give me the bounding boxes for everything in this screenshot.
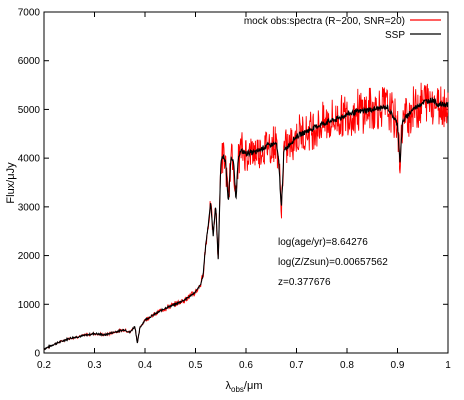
x-tick-label: 1	[445, 360, 451, 371]
y-tick-label: 4000	[18, 154, 41, 165]
y-tick-label: 5000	[18, 105, 41, 116]
x-tick-label: 0.7	[290, 360, 304, 371]
y-tick-label: 7000	[18, 8, 41, 19]
legend-label-ssp: SSP	[385, 30, 405, 41]
annotation-age: log(age/yr)=8.64276	[278, 237, 368, 248]
y-axis-label: Flux/μJy	[5, 162, 17, 204]
legend-label-mock-obs: mock obs:spectra (R~200, SNR=20)	[244, 16, 405, 27]
x-tick-label: 0.2	[37, 360, 51, 371]
series-layer	[43, 82, 449, 351]
y-axis: 0 1000 2000 3000 4000 5000 6000 7000	[18, 8, 448, 360]
x-tick-label: 0.6	[239, 360, 253, 371]
y-tick-label: 3000	[18, 202, 41, 213]
series-line-ssp	[43, 97, 449, 351]
x-axis-label-symbol: λ	[226, 380, 232, 392]
x-axis-label-unit: /μm	[244, 380, 263, 392]
x-tick-label: 0.9	[391, 360, 405, 371]
y-tick-label: 2000	[18, 251, 41, 262]
x-tick-label: 0.4	[138, 360, 152, 371]
y-tick-label: 1000	[18, 300, 41, 311]
x-axis-label: λobs/μm	[226, 380, 263, 394]
annotation-redshift: z=0.377676	[278, 277, 331, 288]
x-axis: 0.2 0.3 0.4 0.5 0.6 0.7 0.8 0.9 1	[37, 12, 451, 371]
y-tick-label: 6000	[18, 56, 41, 67]
series-line-mock-obs	[43, 82, 449, 351]
annotation-metallicity: log(Z/Zsun)=0.00657562	[278, 257, 388, 268]
x-axis-label-subscript: obs	[231, 385, 244, 394]
x-tick-label: 0.8	[340, 360, 354, 371]
x-tick-label: 0.3	[88, 360, 102, 371]
y-tick-label: 0	[34, 349, 40, 360]
legend: mock obs:spectra (R~200, SNR=20) SSP	[244, 16, 441, 41]
fit-annotations: log(age/yr)=8.64276 log(Z/Zsun)=0.006575…	[278, 237, 388, 288]
plot-frame	[43, 11, 449, 354]
x-tick-label: 0.5	[189, 360, 203, 371]
